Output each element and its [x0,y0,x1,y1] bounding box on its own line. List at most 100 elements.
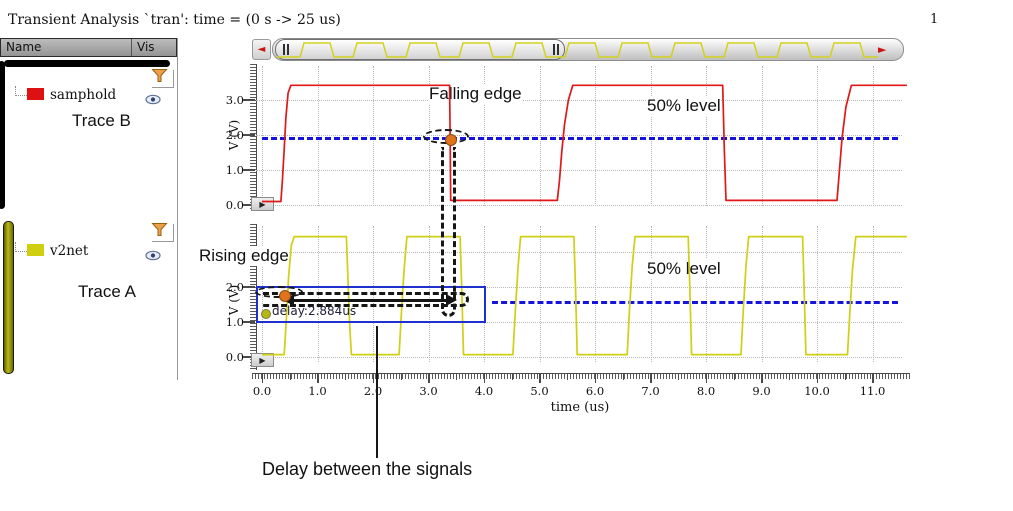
grid-line-v [262,66,263,206]
grid-line-h [256,205,902,206]
grid-line-v [373,66,374,206]
x-half-tick [678,373,680,380]
y-tick-label: 3.0 [225,93,244,107]
scroll-right-arrow[interactable]: ► [878,43,887,56]
x-major-tick [761,373,763,383]
trace-b-label: Trace B [72,111,131,131]
x-major-tick [872,373,874,383]
caption-pointer-line [376,326,378,458]
trace-a-indicator-bar [3,221,14,374]
y-major-tick [243,356,255,358]
y-tick-label: 1.0 [225,315,244,329]
rising-edge-crossing-dot [279,290,291,302]
x-tick-label: 5.0 [530,384,549,398]
signal-name-samphold[interactable]: samphold [50,87,117,103]
grid-line-v [650,226,652,362]
trace-a-label: Trace A [78,282,136,302]
pan-scrollbar-thumb[interactable] [275,39,565,60]
x-tick-label: 6.0 [585,384,605,398]
filter-corner-line [152,70,174,88]
grid-line-h [256,170,902,171]
x-major-tick [539,373,541,383]
fifty-level-label-top: 50% level [647,96,721,116]
grid-line-v [817,226,818,362]
y-major-tick [243,134,255,136]
y-major-tick [243,99,255,101]
x-axis-ruler [252,373,910,383]
x-half-tick [400,373,402,380]
thumb-grip[interactable] [557,44,559,55]
delay-caption: Delay between the signals [262,459,473,480]
x-tick-label: 4.0 [474,384,494,398]
x-tick-label: 9.0 [752,384,771,398]
funnel-icon[interactable] [151,68,168,87]
x-tick-label: 8.0 [696,384,716,398]
y-major-tick [243,169,255,171]
x-tick-label: 10.0 [804,384,830,398]
grid-line-v [595,66,596,206]
grid-line-v [872,226,874,362]
x-half-tick [456,373,458,380]
filter-corner-line [152,224,174,242]
group-bar [4,60,170,67]
x-half-tick [511,373,513,380]
samphold-color-swatch[interactable] [27,88,44,100]
funnel-icon[interactable] [151,222,168,241]
x-tick-label: 0.0 [252,384,272,398]
x-major-tick [317,373,319,383]
grid-line-h [256,135,902,136]
x-major-tick [650,373,652,383]
x-half-tick [345,373,347,380]
rising-edge-label: Rising edge [199,246,289,266]
x-major-tick [428,373,430,383]
play-button-top[interactable]: ▶ [251,197,274,211]
eye-icon[interactable] [145,90,161,109]
x-half-tick [733,373,735,380]
x-major-tick [816,373,818,383]
x-major-tick [594,373,596,383]
y-major-tick [243,204,255,206]
delay-marker-dot [261,309,271,319]
scroll-left-button[interactable]: ◄ [252,39,271,60]
tree-branch-line [15,242,27,252]
grid-line-h [256,252,902,253]
x-axis-title: time (us) [550,400,610,415]
tree-branch-line [15,86,27,96]
grid-line-v [872,66,874,206]
y-tick-label: 2.0 [225,128,244,142]
threshold-line-top [262,137,898,140]
fifty-level-label-bottom: 50% level [647,259,721,279]
grid-line-v [761,66,763,206]
column-header-name[interactable]: Name [1,39,132,56]
falling-edge-label: Falling edge [429,84,522,104]
grid-line-v [817,66,818,206]
x-major-tick [483,373,485,383]
delay-value-label[interactable]: delay:2.884us [272,304,357,318]
column-header-vis[interactable]: Vis [137,40,155,54]
thumb-grip[interactable] [553,44,555,55]
delay-arrow [292,299,450,302]
y-axis-ruler-top [247,64,257,211]
falling-edge-crossing-dot [445,134,457,146]
v2net-color-swatch[interactable] [27,244,44,256]
y-tick-label: 0.0 [225,350,244,364]
x-tick-label: 2.0 [363,384,383,398]
x-major-tick [372,373,374,383]
y-tick-label: 2.0 [225,280,244,294]
eye-icon[interactable] [145,246,161,265]
x-tick-label: 3.0 [419,384,438,398]
signal-name-v2net[interactable]: v2net [50,243,89,259]
y-major-tick [243,321,255,323]
grid-line-v [595,226,596,362]
y-major-tick [243,286,255,288]
delay-arrowhead-right [446,294,457,306]
thumb-grip[interactable] [283,44,285,55]
trace-list-header: Name Vis [0,38,177,57]
x-tick-label: 11.0 [859,384,886,398]
thumb-grip[interactable] [287,44,289,55]
play-button-bottom[interactable]: ▶ [251,353,274,367]
trace-b-indicator-bar [0,61,5,209]
x-tick-label: 1.0 [308,384,327,398]
page-number: 1 [930,12,939,27]
grid-line-v [317,66,319,206]
